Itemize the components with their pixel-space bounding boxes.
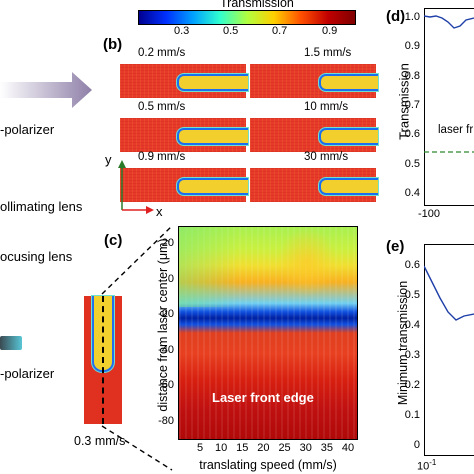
panel-e-letter: (e) bbox=[386, 238, 405, 255]
panel-e-xtick: 10-1 bbox=[417, 458, 437, 473]
x-axis-label: x bbox=[156, 204, 163, 219]
heatmap-ytick: -60 bbox=[158, 379, 174, 392]
frame-speed-label: 0.2 mm/s bbox=[138, 47, 186, 59]
heatmap-xtick: 10 bbox=[215, 442, 228, 454]
panel-d-ytick: 0.8 bbox=[404, 69, 420, 82]
frame-strip bbox=[120, 168, 248, 202]
heatmap-ytick: 20 bbox=[161, 237, 174, 249]
polarizer-icon bbox=[0, 336, 22, 350]
panel-e-ytick: 0.5 bbox=[404, 289, 420, 301]
inset-speed-label: 0.3 mm/s bbox=[74, 434, 126, 448]
frame-speed-label: 30 mm/s bbox=[304, 151, 349, 163]
frame-speed-label: 0.9 mm/s bbox=[138, 151, 186, 163]
panel-d-plot bbox=[424, 15, 474, 153]
beam-arrow bbox=[0, 72, 92, 108]
panel-d-axes bbox=[424, 8, 474, 206]
heatmap-xtick: 30 bbox=[299, 442, 312, 454]
heatmap-xtick: 20 bbox=[257, 442, 270, 454]
panel-d-ytick: 0.7 bbox=[404, 99, 420, 111]
panel-e-ytick: 0.3 bbox=[404, 349, 420, 361]
frame-strip bbox=[250, 118, 378, 152]
heatmap-xtick: 15 bbox=[236, 442, 249, 454]
panel-b-letter: (b) bbox=[103, 36, 123, 53]
panel-d-ytick: 1.0 bbox=[404, 11, 420, 23]
frame-channel bbox=[177, 128, 248, 145]
frame-strip bbox=[120, 64, 248, 98]
colorbar-tick: 0.7 bbox=[272, 25, 288, 37]
heatmap bbox=[178, 226, 358, 440]
heatmap-ylabel: distance from laser center (μm) bbox=[156, 238, 170, 412]
heatmap-xlabel: translating speed (mm/s) bbox=[199, 458, 337, 472]
panel-e-ytick: 0 bbox=[413, 439, 420, 451]
panel-e-ylabel: Minimum transmission bbox=[396, 280, 410, 406]
heatmap-xtick: 5 bbox=[196, 442, 204, 454]
heatmap-xtick: 25 bbox=[278, 442, 291, 454]
xy-axes-icon bbox=[118, 160, 154, 214]
panel-d-ylabel: Transmission bbox=[396, 63, 412, 140]
frame-speed-label: 1.5 mm/s bbox=[304, 47, 352, 59]
panel-d-ytick: 0.5 bbox=[404, 157, 420, 170]
panel-c-letter: (c) bbox=[104, 232, 123, 249]
heatmap-xtick: 35 bbox=[320, 442, 333, 454]
colorbar-tick: 0.5 bbox=[223, 25, 239, 37]
heatmap-ytick: -40 bbox=[158, 343, 174, 356]
panel-d-xtick: -100 bbox=[418, 208, 441, 220]
frame-strip bbox=[250, 64, 378, 98]
frame-channel bbox=[319, 74, 378, 91]
heatmap-ytick: 0 bbox=[167, 272, 174, 285]
panel-e-plot bbox=[424, 265, 474, 321]
setup-label-collimating-lens: ollimating lens bbox=[0, 199, 83, 214]
panel-d-letter: (d) bbox=[386, 8, 406, 25]
heatmap-ytick: -20 bbox=[158, 308, 174, 321]
colorbar-tick: 0.9 bbox=[322, 25, 338, 37]
setup-label-polarizer-2: -polarizer bbox=[0, 366, 55, 381]
zoom-lines bbox=[101, 225, 173, 471]
panel-d-ytick: 0.6 bbox=[404, 128, 420, 141]
panel-e-ytick: 0.4 bbox=[404, 319, 420, 331]
heatmap-annotation: Laser front edge bbox=[212, 390, 314, 405]
y-axis-label: y bbox=[105, 152, 112, 167]
panel-e-ytick: 0.1 bbox=[404, 409, 420, 421]
colorbar-tick: 0.3 bbox=[174, 25, 190, 37]
frame-strip bbox=[250, 168, 378, 202]
frame-channel bbox=[319, 178, 378, 195]
setup-label-focusing-lens: ocusing lens bbox=[0, 249, 73, 264]
frame-channel bbox=[177, 178, 248, 195]
frame-speed-label: 0.5 mm/s bbox=[138, 101, 186, 113]
frame-channel bbox=[319, 128, 378, 145]
heatmap-xtick: 40 bbox=[341, 442, 355, 454]
heatmap-ytick: -80 bbox=[158, 415, 174, 427]
panel-e-ytick: 0.2 bbox=[404, 379, 420, 391]
frame-channel bbox=[177, 74, 248, 91]
panel-d-annotation: laser fr bbox=[438, 124, 474, 136]
setup-label-polarizer-1: -polarizer bbox=[0, 122, 55, 137]
colorbar-title: Transmission bbox=[220, 0, 294, 10]
panel-e-axes bbox=[424, 244, 474, 456]
panel-d-ytick: 0.4 bbox=[404, 187, 420, 199]
frame-speed-label: 10 mm/s bbox=[304, 101, 349, 113]
panel-d-ytick: 0.9 bbox=[404, 40, 420, 53]
frame-strip bbox=[120, 118, 248, 152]
panel-e-ytick: 0.6 bbox=[404, 259, 420, 271]
colorbar bbox=[138, 10, 356, 25]
inset-strip bbox=[84, 296, 122, 424]
